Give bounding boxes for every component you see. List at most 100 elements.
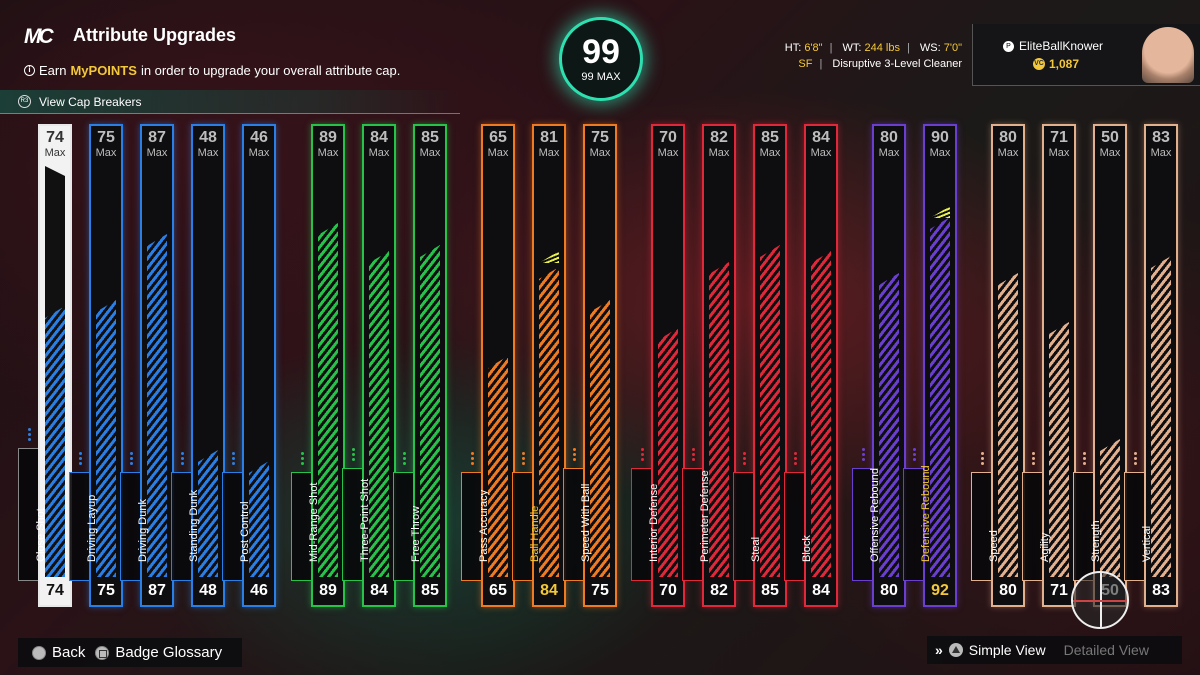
vc-coin-icon: VC [1033,58,1045,70]
attribute-value: 83 [1146,577,1176,605]
attribute-max-label: Max [997,147,1019,159]
attribute-level-dots [232,452,236,465]
attribute-value: 84 [364,577,394,605]
attribute-cap: 84 Max [364,126,394,164]
attribute-column-perimeter-defense[interactable]: 82 Max 82 [702,124,736,607]
attribute-column-vertical[interactable]: 83 Max 83 [1144,124,1178,607]
triangle-button-icon [948,643,963,657]
attribute-max-value: 84 [370,129,388,146]
attribute-column-block[interactable]: 84 Max 84 [804,124,838,607]
attribute-bar-track [709,166,729,577]
attribute-max-value: 75 [591,129,609,146]
attribute-column-standing-dunk[interactable]: 48 Max 48 [191,124,225,607]
attribute-bar-fill [420,245,440,577]
attribute-bar-fill [318,223,338,577]
attribute-max-label: Max [197,147,219,159]
attribute-label-tab: Strength [1073,472,1102,581]
player-avatar [1142,27,1194,83]
attribute-value: 75 [91,577,121,605]
attribute-max-label: Max [1048,147,1070,159]
attribute-name: Speed With Ball [579,483,592,562]
attribute-name: Post Control [238,501,251,562]
attribute-max-label: Max [878,147,900,159]
attribute-column-driving-dunk[interactable]: 87 Max 87 [140,124,174,607]
attribute-value: 85 [415,577,445,605]
attribute-column-free-throw[interactable]: 85 Max 85 [413,124,447,607]
double-chevron-icon: » [935,642,943,658]
attribute-column-pass-accuracy[interactable]: 65 Max 65 [481,124,515,607]
attribute-column-three-point-shot[interactable]: 84 Max 84 [362,124,396,607]
back-button[interactable]: Back [32,644,85,661]
attribute-bar-track [249,166,269,577]
attribute-value: 46 [244,577,274,605]
attribute-bar-track [879,166,899,577]
attribute-max-label: Max [368,147,390,159]
attribute-level-dots [352,448,356,461]
attribute-max-value: 80 [880,129,898,146]
attribute-bar-track [96,166,116,577]
overall-rating-badge: 99 99 MAX [559,17,643,101]
attribute-label-tab: Defensive Rebound [903,465,932,581]
square-button-icon [95,645,110,660]
attribute-level-dots [1083,452,1087,465]
attribute-cap: 75 Max [91,126,121,164]
circle-button-icon [32,645,46,660]
attribute-bar-track [998,166,1018,577]
attribute-cap: 84 Max [806,126,836,164]
simple-view-tab[interactable]: Simple View [968,642,1046,658]
attribute-name: Standing Dunk [187,489,200,562]
attribute-label-tab: Agility [1022,472,1051,581]
attribute-column-offensive-rebound[interactable]: 80 Max 80 [872,124,906,607]
attribute-label-tab: Offensive Rebound [852,468,881,581]
attribute-label-tab: Close Shot [18,448,47,581]
overall-value: 99 [582,33,620,71]
attribute-bar-fill [998,273,1018,577]
attribute-cap: 70 Max [653,126,683,164]
attribute-max-label: Max [759,147,781,159]
attribute-column-driving-layup[interactable]: 75 Max 75 [89,124,123,607]
attribute-column-agility[interactable]: 71 Max 71 [1042,124,1076,607]
mycareer-logo: MC [24,25,54,48]
attribute-max-value: 90 [931,129,949,146]
attribute-column-close-shot[interactable]: 74 Max 74 [38,124,72,607]
attribute-column-defensive-rebound[interactable]: 90 Max 92 [923,124,957,607]
attribute-column-steal[interactable]: 85 Max 85 [753,124,787,607]
height-value: 6'8" [804,42,823,54]
attribute-label-tab: Post Control [222,472,251,581]
attribute-level-dots [130,452,134,465]
info-text: i Earn MyPOINTS in order to upgrade your… [24,63,400,78]
view-cap-breakers-button[interactable]: R3 View Cap Breakers [0,90,460,114]
attribute-cap: 87 Max [142,126,172,164]
attribute-max-label: Max [708,147,730,159]
attribute-column-ball-handle[interactable]: 81 Max 84 [532,124,566,607]
attribute-name: Vertical [1140,525,1153,562]
attribute-bar-track [930,166,950,577]
attribute-max-label: Max [538,147,560,159]
attribute-bar-fill [369,251,389,577]
footer-controls: Back Badge Glossary [18,638,242,667]
attribute-value: 71 [1044,577,1074,605]
attribute-cap: 48 Max [193,126,223,164]
attribute-bar-track [45,166,65,577]
attribute-name: Free Throw [409,505,422,562]
badge-glossary-button[interactable]: Badge Glossary [95,644,222,661]
attribute-level-dots [862,448,866,461]
attribute-column-interior-defense[interactable]: 70 Max 70 [651,124,685,607]
attribute-column-post-control[interactable]: 46 Max 46 [242,124,276,607]
attribute-column-speed-with-ball[interactable]: 75 Max 75 [583,124,617,607]
attribute-value: 80 [993,577,1023,605]
detailed-view-tab[interactable]: Detailed View [1063,642,1149,658]
view-toggle: » Simple View Detailed View [927,636,1182,664]
attribute-column-speed[interactable]: 80 Max 80 [991,124,1025,607]
username: EliteBallKnower [1019,39,1104,53]
weight-value: 244 lbs [864,42,900,54]
attribute-column-mid-range-shot[interactable]: 89 Max 89 [311,124,345,607]
attribute-name: Offensive Rebound [868,468,881,562]
attribute-label-tab: Free Throw [393,472,422,581]
attribute-value: 84 [806,577,836,605]
attribute-bar-track [590,166,610,577]
attribute-value: 80 [874,577,904,605]
attribute-cap: 81 Max [534,126,564,164]
attribute-max-value: 74 [46,129,64,146]
info-prefix: Earn [39,63,67,78]
